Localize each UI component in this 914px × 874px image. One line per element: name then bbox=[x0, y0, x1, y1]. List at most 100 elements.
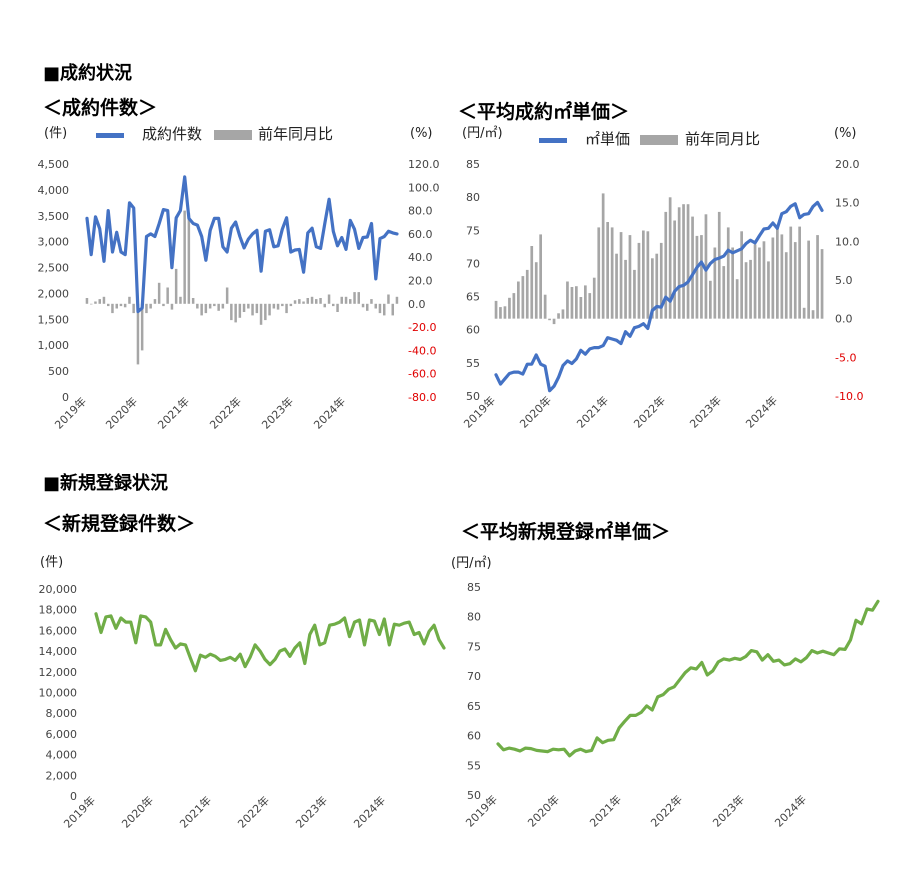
right-axis-tick-label: -80.0 bbox=[408, 391, 436, 404]
yoy-bar bbox=[704, 214, 708, 319]
left-axis-tick-label: 80 bbox=[466, 191, 480, 204]
x-axis-tick-label: 2024年 bbox=[743, 393, 780, 430]
yoy-bar bbox=[264, 303, 267, 321]
yoy-bar bbox=[566, 281, 569, 319]
left-axis-tick-label: 2,000 bbox=[38, 287, 70, 300]
yoy-bar bbox=[664, 211, 668, 319]
yoy-bar bbox=[592, 277, 596, 319]
yoy-bar bbox=[709, 280, 712, 319]
left-axis-unit: (円/㎡) bbox=[451, 556, 492, 571]
yoy-bar bbox=[575, 286, 578, 319]
yoy-bar bbox=[713, 247, 717, 319]
yoy-bar bbox=[140, 303, 144, 351]
yoy-bar bbox=[102, 296, 106, 304]
yoy-bar bbox=[170, 303, 174, 310]
right-axis-unit: (%) bbox=[410, 126, 433, 141]
yoy-bar bbox=[606, 222, 609, 319]
yoy-bar bbox=[767, 261, 770, 319]
yoy-bar bbox=[530, 246, 534, 319]
right-axis-tick-label: 5.0 bbox=[835, 274, 853, 287]
yoy-bar bbox=[677, 207, 681, 319]
yoy-bar bbox=[668, 197, 672, 319]
left-axis-tick-label: 4,500 bbox=[38, 158, 70, 171]
left-axis-unit: (円/㎡) bbox=[462, 126, 503, 141]
series-line bbox=[496, 599, 880, 758]
legend-label: ㎡単価 bbox=[585, 130, 630, 148]
yoy-bar bbox=[816, 235, 819, 319]
yoy-bar bbox=[646, 231, 650, 319]
x-axis-tick-label: 2024年 bbox=[351, 793, 388, 830]
yoy-bar bbox=[208, 303, 212, 309]
yoy-bar bbox=[276, 303, 280, 310]
yoy-bar bbox=[642, 230, 645, 319]
x-axis-tick-label: 2022年 bbox=[631, 393, 668, 430]
yoy-bar bbox=[740, 231, 743, 319]
yoy-bar bbox=[758, 247, 761, 319]
yoy-bar bbox=[637, 242, 641, 319]
yoy-bar bbox=[601, 193, 605, 319]
left-axis-tick-label: 20,000 bbox=[39, 583, 78, 596]
left-axis-tick-label: 18,000 bbox=[39, 604, 78, 617]
left-axis-tick-label: 14,000 bbox=[39, 645, 78, 658]
yoy-bar bbox=[111, 303, 114, 314]
right-axis-tick-label: -40.0 bbox=[408, 344, 436, 357]
yoy-bar bbox=[361, 303, 365, 308]
x-axis-tick-label: 2021年 bbox=[587, 792, 624, 829]
yoy-bar bbox=[749, 259, 752, 319]
yoy-bar bbox=[633, 269, 636, 319]
right-axis-tick-label: 10.0 bbox=[835, 235, 860, 248]
yoy-bar bbox=[673, 220, 676, 319]
yoy-bar bbox=[200, 303, 203, 316]
left-axis-tick-label: 80 bbox=[467, 611, 481, 624]
legend-label: 前年同月比 bbox=[258, 125, 333, 143]
yoy-bar bbox=[512, 293, 516, 319]
yoy-bar bbox=[221, 303, 225, 309]
x-axis-tick-label: 2023年 bbox=[293, 793, 330, 830]
yoy-bar bbox=[85, 298, 89, 304]
chart-title-contracts-price: ＜平均成約㎡単価＞ bbox=[458, 101, 630, 123]
x-axis-tick-label: 2021年 bbox=[574, 393, 611, 430]
left-axis-tick-label: 50 bbox=[467, 789, 481, 802]
yoy-bar bbox=[255, 303, 259, 314]
yoy-bar bbox=[353, 292, 356, 304]
section-title-contracts: ■成約状況 bbox=[43, 63, 133, 84]
yoy-bar bbox=[503, 306, 507, 319]
series-line bbox=[94, 612, 446, 673]
yoy-bar bbox=[196, 303, 199, 309]
left-axis-tick-label: 3,500 bbox=[38, 210, 70, 223]
yoy-bar bbox=[153, 299, 157, 304]
yoy-bar bbox=[344, 296, 348, 304]
legend-line-swatch bbox=[539, 138, 567, 143]
yoy-bar bbox=[183, 210, 186, 304]
yoy-bar bbox=[191, 298, 195, 304]
legend-bar-swatch bbox=[214, 130, 252, 140]
yoy-bar bbox=[366, 303, 369, 311]
right-axis-tick-label: 15.0 bbox=[835, 197, 860, 210]
yoy-bar bbox=[349, 299, 352, 304]
yoy-bar bbox=[157, 282, 161, 304]
yoy-bar bbox=[187, 212, 191, 304]
left-axis-tick-label: 70 bbox=[466, 257, 480, 270]
yoy-bar bbox=[251, 303, 254, 316]
yoy-bar bbox=[624, 259, 627, 319]
yoy-bar bbox=[557, 313, 560, 319]
right-axis-tick-label: -5.0 bbox=[835, 351, 856, 364]
yoy-bar bbox=[802, 307, 806, 319]
left-axis-tick-label: 1,000 bbox=[38, 339, 70, 352]
right-axis-tick-label: 60.0 bbox=[408, 228, 433, 241]
yoy-bar bbox=[820, 249, 824, 319]
right-axis-tick-label: 40.0 bbox=[408, 251, 433, 264]
left-axis-tick-label: 10,000 bbox=[39, 687, 78, 700]
yoy-bar bbox=[695, 235, 699, 319]
left-axis-tick-label: 85 bbox=[467, 581, 481, 594]
yoy-bar bbox=[588, 293, 592, 319]
yoy-bar bbox=[204, 303, 208, 314]
yoy-bar bbox=[776, 225, 779, 319]
yoy-bar bbox=[789, 226, 793, 319]
x-axis-tick-label: 2020年 bbox=[119, 793, 156, 830]
left-axis-tick-label: 60 bbox=[467, 730, 481, 743]
yoy-bar bbox=[98, 299, 101, 304]
right-axis-tick-label: -20.0 bbox=[408, 321, 436, 334]
x-axis-tick-label: 2024年 bbox=[772, 792, 809, 829]
